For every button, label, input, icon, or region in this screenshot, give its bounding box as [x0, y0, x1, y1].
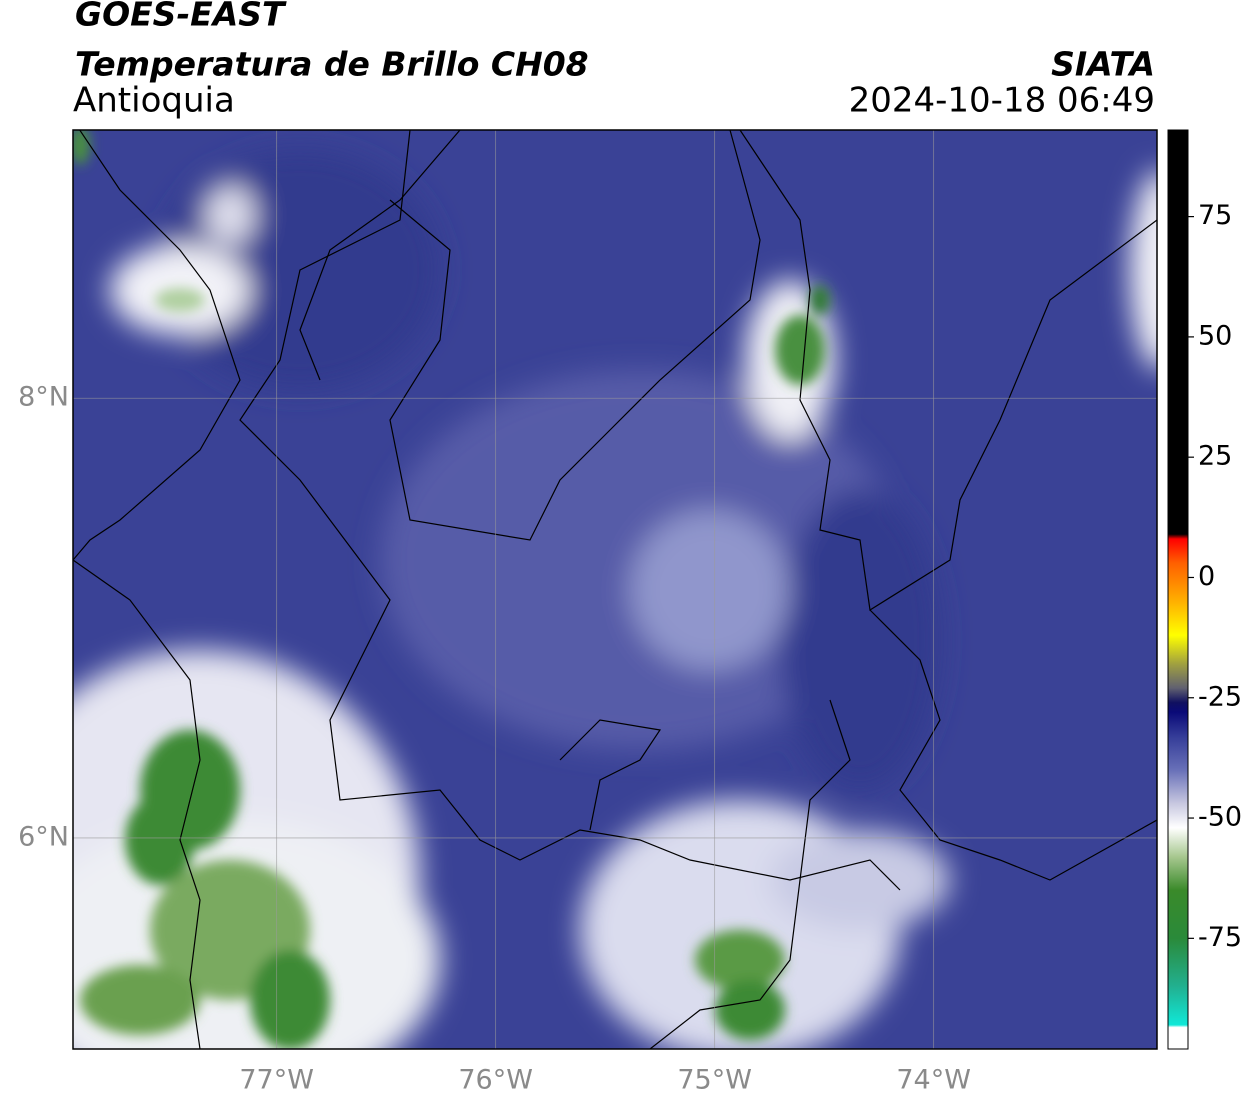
colorbar-tick-label: -75 [1198, 922, 1242, 953]
colorbar-tick-label: 50 [1198, 320, 1232, 351]
colorbar-tick-label: -50 [1198, 802, 1242, 833]
source: SIATA [1051, 45, 1155, 84]
x-tick-label: 74°W [896, 1065, 971, 1096]
x-tick-label: 75°W [677, 1065, 752, 1096]
cold-cloud-tops [73, 130, 830, 1049]
colorbar-tick-label: 75 [1198, 200, 1232, 231]
colorbar [1167, 129, 1189, 1050]
title: GOES-EAST [75, 0, 287, 34]
y-tick-label: 8°N [18, 382, 69, 413]
subtitle: Temperatura de Brillo CH08 [75, 45, 589, 84]
map-frame [72, 129, 1158, 1050]
graticule [73, 130, 1157, 1049]
region: Antioquia [73, 81, 235, 121]
colorbar-tick-label: 0 [1198, 561, 1215, 592]
colorbar-tick-label: -25 [1198, 681, 1242, 712]
borders [73, 130, 1157, 1049]
x-tick-label: 77°W [239, 1065, 314, 1096]
x-tick-label: 76°W [458, 1065, 533, 1096]
datetime: 2024-10-18 06:49 [849, 81, 1155, 121]
y-tick-label: 6°N [18, 821, 69, 852]
colorbar-tick-label: 25 [1198, 441, 1232, 472]
satellite-field [73, 130, 1157, 1049]
